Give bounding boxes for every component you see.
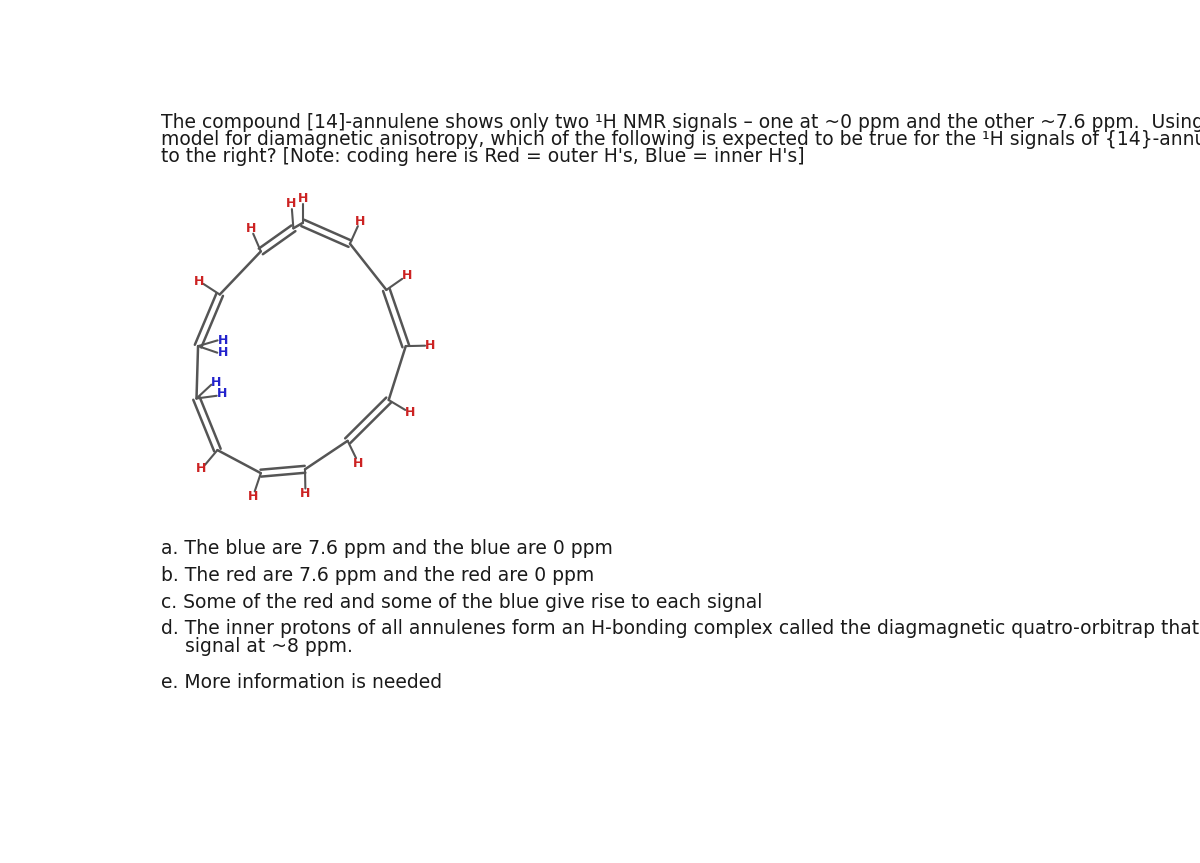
Text: H: H	[247, 490, 258, 503]
Text: H: H	[300, 488, 311, 501]
Text: H: H	[402, 269, 412, 282]
Text: H: H	[197, 463, 206, 476]
Text: c. Some of the red and some of the blue give rise to each signal: c. Some of the red and some of the blue …	[161, 593, 762, 612]
Text: signal at ~8 ppm.: signal at ~8 ppm.	[161, 637, 353, 656]
Text: e. More information is needed: e. More information is needed	[161, 673, 442, 692]
Text: H: H	[425, 339, 436, 352]
Text: b. The red are 7.6 ppm and the red are 0 ppm: b. The red are 7.6 ppm and the red are 0…	[161, 565, 594, 584]
Text: model for diamagnetic anisotropy, which of the following is expected to be true : model for diamagnetic anisotropy, which …	[161, 129, 1200, 148]
Text: H: H	[217, 334, 228, 347]
Text: H: H	[216, 387, 227, 400]
Text: H: H	[217, 346, 228, 359]
Text: The compound [14]-annulene shows only two ¹H NMR signals – one at ~0 ppm and the: The compound [14]-annulene shows only tw…	[161, 113, 1200, 132]
Text: H: H	[287, 198, 296, 211]
Text: H: H	[355, 215, 365, 228]
Text: d. The inner protons of all annulenes form an H-bonding complex called the diagm: d. The inner protons of all annulenes fo…	[161, 620, 1200, 639]
Text: to the right? [Note: coding here is Red = outer H's, Blue = inner H's]: to the right? [Note: coding here is Red …	[161, 147, 804, 166]
Text: H: H	[353, 457, 364, 469]
Text: H: H	[194, 274, 204, 287]
Text: H: H	[404, 406, 415, 419]
Text: H: H	[246, 223, 257, 236]
Text: H: H	[211, 376, 222, 389]
Text: H: H	[298, 192, 308, 205]
Text: a. The blue are 7.6 ppm and the blue are 0 ppm: a. The blue are 7.6 ppm and the blue are…	[161, 539, 613, 557]
